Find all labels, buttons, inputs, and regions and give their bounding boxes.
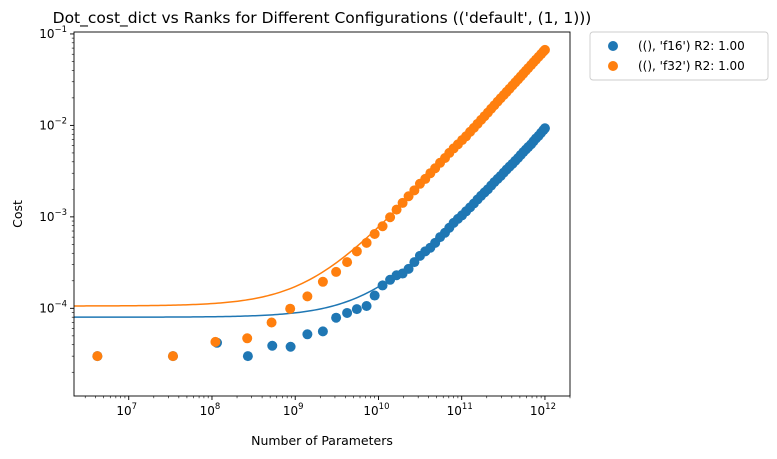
data-point-f16: [403, 263, 414, 274]
data-point-f16: [242, 351, 253, 362]
data-point-f32: [397, 197, 408, 208]
x-tick-label-base: 10: [530, 404, 545, 418]
legend-marker-f32: [608, 61, 618, 71]
legend: ((), 'f16') R2: 1.00 ((), 'f32') R2: 1.0…: [589, 31, 769, 81]
x-tick-label-exponent: 11: [462, 402, 473, 412]
data-point-f32: [302, 291, 313, 302]
y-tick-label-base: 10: [39, 118, 54, 132]
x-tick-label-base: 10: [363, 404, 378, 418]
data-point-f16: [267, 340, 278, 351]
x-tick-label-base: 10: [447, 404, 462, 418]
y-tick-label-base: 10: [39, 301, 54, 315]
data-points: [92, 44, 550, 362]
x-tick-label-exponent: 10: [379, 402, 390, 412]
data-point-f32: [539, 44, 550, 55]
x-tick-label-exponent: 9: [298, 402, 303, 412]
legend-marker-f16: [608, 41, 618, 51]
y-tick-label-exponent: −4: [54, 299, 67, 309]
data-point-f32: [92, 351, 103, 362]
y-tick-label: 10−2: [39, 116, 67, 132]
x-tick-label: 1011: [447, 402, 473, 418]
x-tick-label-base: 10: [200, 404, 215, 418]
data-point-f32: [285, 303, 296, 314]
y-tick-label: 10−1: [39, 25, 67, 41]
y-tick-label: 10−4: [39, 299, 67, 315]
data-point-f16: [331, 312, 342, 323]
y-tick-label: 10−3: [39, 208, 67, 224]
data-point-f16: [302, 329, 313, 340]
x-tick-label-exponent: 8: [215, 402, 220, 412]
y-tick-label-exponent: −3: [54, 208, 67, 218]
data-point-f32: [391, 204, 402, 215]
legend-frame: [589, 31, 769, 81]
data-point-f32: [317, 276, 328, 287]
x-tick-label-base: 10: [283, 404, 298, 418]
data-point-f32: [369, 228, 380, 239]
x-tick-label: 107: [116, 402, 137, 418]
data-point-f32: [377, 221, 388, 232]
y-tick-label-base: 10: [39, 210, 54, 224]
x-tick-label-exponent: 7: [132, 402, 137, 412]
data-point-f32: [409, 185, 420, 196]
x-axis-label: Number of Parameters: [251, 433, 393, 448]
data-point-f16: [361, 301, 372, 312]
y-tick-label-exponent: −2: [54, 116, 67, 126]
chart-title: Dot_cost_dict vs Ranks for Different Con…: [53, 9, 592, 28]
data-point-f16: [317, 326, 328, 337]
x-tick-label: 109: [283, 402, 304, 418]
x-tick-label-exponent: 12: [545, 402, 556, 412]
data-point-f32: [361, 237, 372, 248]
data-point-f32: [210, 336, 221, 347]
legend-label-f32: ((), 'f32') R2: 1.00: [638, 59, 745, 73]
legend-label-f16: ((), 'f16') R2: 1.00: [638, 39, 745, 53]
x-axis: 107 108 109 1010 1011 1012: [84, 396, 571, 418]
y-axis-label: Cost: [10, 200, 25, 228]
fit-lines: [74, 51, 544, 318]
y-tick-label-base: 10: [39, 27, 54, 41]
data-point-f32: [266, 317, 277, 328]
data-point-f32: [385, 212, 396, 223]
data-point-f16: [342, 307, 353, 318]
fit-line-f32: [74, 51, 544, 307]
data-point-f32: [342, 257, 353, 268]
data-point-f32: [167, 351, 178, 362]
data-point-f16: [539, 123, 550, 134]
x-tick-label-base: 10: [116, 404, 131, 418]
plot-area: [73, 31, 571, 397]
data-point-f32: [351, 246, 362, 257]
data-point-f16: [377, 280, 388, 291]
x-tick-label: 1010: [363, 402, 389, 418]
fit-line-f16: [74, 130, 544, 318]
y-tick-label-exponent: −1: [54, 25, 67, 35]
x-tick-label: 1012: [530, 402, 556, 418]
data-point-f16: [369, 290, 380, 301]
data-point-f32: [331, 266, 342, 277]
data-point-f16: [351, 304, 362, 315]
x-tick-label: 108: [200, 402, 221, 418]
data-point-f16: [285, 341, 296, 352]
plot-frame: [73, 31, 571, 397]
data-point-f32: [242, 333, 253, 344]
y-axis: 10−410−310−210−1: [39, 25, 74, 373]
